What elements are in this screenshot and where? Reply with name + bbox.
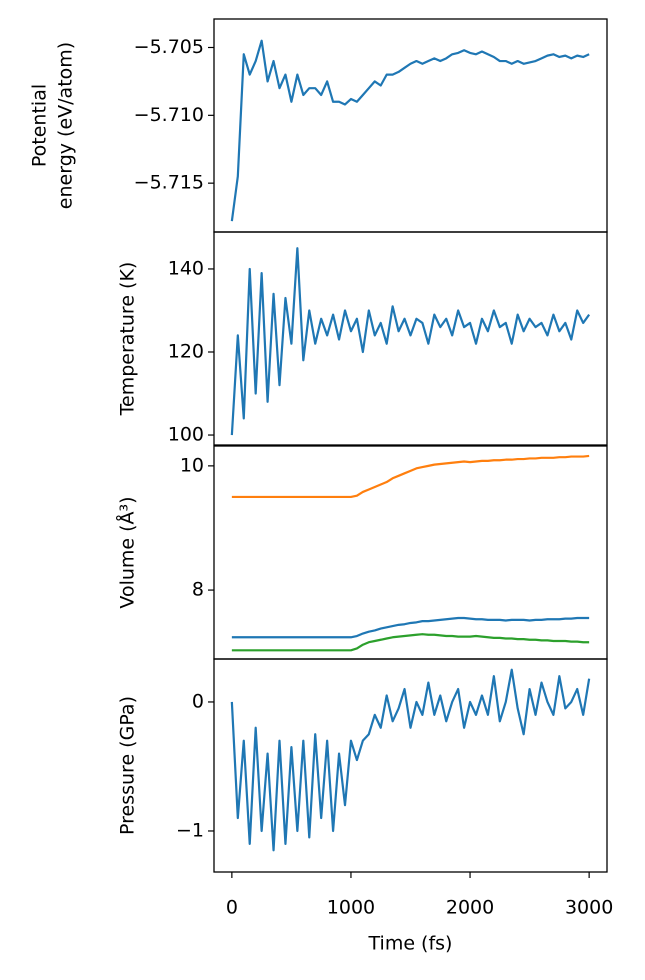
y-axis-label: Volume (Å³) (116, 496, 139, 608)
y-tick-label: 0 (192, 690, 204, 712)
data-line (230, 247, 591, 436)
y-tick-label: 100 (168, 424, 204, 446)
data-line (230, 39, 590, 222)
data-line (230, 668, 591, 852)
x-tick-label: 0 (226, 897, 238, 919)
x-tick-label: 1000 (327, 897, 375, 919)
data-line (231, 616, 590, 639)
y-tick-label: −1 (176, 819, 204, 841)
axes-frame (213, 445, 608, 660)
axes-frame (213, 231, 608, 446)
y-axis-label: Potential (29, 84, 51, 167)
y-tick-label: 8 (192, 579, 204, 601)
axes-frame (213, 658, 608, 873)
y-tick-label: −5.705 (134, 36, 204, 58)
y-tick-label: 10 (180, 454, 204, 476)
y-tick-label: 140 (168, 257, 204, 279)
x-tick-label: 3000 (565, 897, 613, 919)
y-axis-label: energy (eV/atom) (55, 42, 77, 209)
data-line (231, 454, 590, 499)
axes-frame (213, 18, 608, 233)
y-axis-label: Temperature (K) (117, 262, 139, 417)
y-axis-label: Pressure (GPa) (117, 696, 139, 835)
y-tick-label: −5.710 (134, 104, 204, 126)
x-axis-label: Time (fs) (368, 933, 453, 955)
x-tick-label: 2000 (446, 897, 494, 919)
y-tick-label: −5.715 (134, 172, 204, 194)
data-line (231, 633, 590, 652)
y-tick-label: 120 (168, 340, 204, 362)
